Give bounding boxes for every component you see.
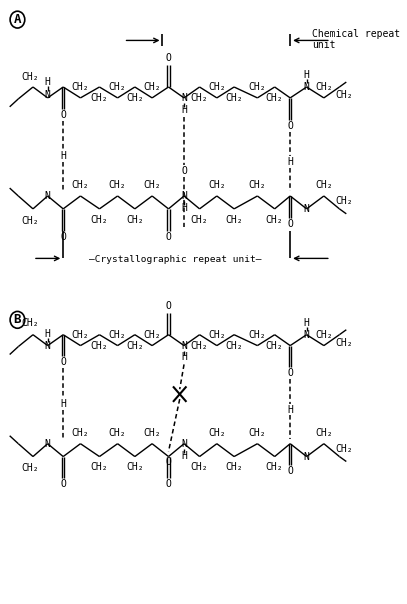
Text: H: H [304, 70, 310, 80]
Text: N: N [304, 204, 310, 214]
Text: CH₂: CH₂ [249, 180, 266, 190]
Text: CH₂: CH₂ [208, 82, 225, 92]
Text: O: O [166, 301, 171, 311]
Text: CH₂: CH₂ [315, 428, 333, 438]
Text: O: O [287, 219, 293, 229]
Text: unit: unit [312, 40, 335, 50]
Text: CH₂: CH₂ [22, 216, 39, 226]
Text: CH₂: CH₂ [126, 215, 144, 225]
Text: CH₂: CH₂ [335, 338, 352, 348]
Text: O: O [60, 110, 66, 120]
Text: O: O [60, 480, 66, 489]
Text: H: H [45, 329, 50, 339]
Text: CH₂: CH₂ [191, 93, 208, 103]
Text: A: A [14, 13, 21, 26]
Text: N: N [304, 452, 310, 461]
Text: O: O [166, 457, 171, 466]
Text: N: N [304, 330, 310, 339]
Text: O: O [287, 466, 293, 477]
Text: N: N [181, 439, 187, 449]
Text: CH₂: CH₂ [191, 463, 208, 472]
Text: CH₂: CH₂ [143, 330, 161, 339]
Text: CH₂: CH₂ [143, 82, 161, 92]
Text: CH₂: CH₂ [91, 463, 108, 472]
Text: N: N [181, 93, 187, 103]
Text: N: N [304, 82, 310, 92]
Text: —Crystallographic repeat unit—: —Crystallographic repeat unit— [89, 255, 262, 264]
Text: CH₂: CH₂ [143, 180, 161, 190]
Text: N: N [181, 341, 187, 350]
Text: CH₂: CH₂ [315, 330, 333, 339]
Text: N: N [45, 90, 50, 100]
Text: CH₂: CH₂ [208, 428, 225, 438]
Text: H: H [181, 104, 187, 115]
Text: CH₂: CH₂ [266, 93, 284, 103]
Text: CH₂: CH₂ [22, 463, 39, 474]
Text: CH₂: CH₂ [249, 82, 266, 92]
Text: CH₂: CH₂ [91, 341, 108, 350]
Text: Chemical repeat: Chemical repeat [312, 30, 400, 39]
Text: H: H [287, 157, 293, 167]
Text: CH₂: CH₂ [225, 341, 243, 350]
Text: CH₂: CH₂ [72, 180, 89, 190]
Text: CH₂: CH₂ [208, 180, 225, 190]
Text: CH₂: CH₂ [315, 82, 333, 92]
Text: CH₂: CH₂ [249, 428, 266, 438]
Text: CH₂: CH₂ [126, 341, 144, 350]
Text: CH₂: CH₂ [109, 82, 127, 92]
Text: CH₂: CH₂ [22, 318, 39, 328]
Text: O: O [166, 231, 171, 242]
Text: N: N [45, 191, 50, 201]
Text: O: O [60, 231, 66, 242]
Text: H: H [287, 405, 293, 414]
Text: H: H [304, 318, 310, 328]
Text: CH₂: CH₂ [109, 428, 127, 438]
Text: CH₂: CH₂ [266, 341, 284, 350]
Text: O: O [166, 53, 171, 63]
Text: H: H [181, 451, 187, 461]
Text: B: B [14, 313, 21, 326]
Text: CH₂: CH₂ [249, 330, 266, 339]
Text: CH₂: CH₂ [22, 72, 39, 82]
Text: O: O [60, 358, 66, 367]
Text: H: H [181, 353, 187, 362]
Text: CH₂: CH₂ [109, 180, 127, 190]
Text: N: N [45, 341, 50, 350]
Text: CH₂: CH₂ [72, 82, 89, 92]
Text: CH₂: CH₂ [225, 93, 243, 103]
Text: CH₂: CH₂ [315, 180, 333, 190]
Text: CH₂: CH₂ [126, 93, 144, 103]
Text: O: O [181, 166, 187, 176]
Text: H: H [60, 152, 66, 161]
Text: H: H [181, 203, 187, 213]
Text: N: N [181, 191, 187, 201]
Text: O: O [287, 368, 293, 378]
Text: CH₂: CH₂ [72, 428, 89, 438]
Text: CH₂: CH₂ [191, 341, 208, 350]
Text: CH₂: CH₂ [266, 215, 284, 225]
Text: H: H [45, 77, 50, 87]
Text: CH₂: CH₂ [225, 463, 243, 472]
Text: CH₂: CH₂ [143, 428, 161, 438]
Text: CH₂: CH₂ [72, 330, 89, 339]
Text: CH₂: CH₂ [191, 215, 208, 225]
Text: CH₂: CH₂ [266, 463, 284, 472]
Text: CH₂: CH₂ [91, 93, 108, 103]
Text: CH₂: CH₂ [335, 90, 352, 100]
Text: O: O [287, 121, 293, 130]
Text: CH₂: CH₂ [91, 215, 108, 225]
Text: CH₂: CH₂ [126, 463, 144, 472]
Text: CH₂: CH₂ [225, 215, 243, 225]
Text: CH₂: CH₂ [335, 196, 352, 206]
Text: H: H [60, 399, 66, 409]
Text: O: O [166, 480, 171, 489]
Text: CH₂: CH₂ [335, 444, 352, 454]
Text: CH₂: CH₂ [208, 330, 225, 339]
Text: N: N [45, 439, 50, 449]
Text: CH₂: CH₂ [109, 330, 127, 339]
